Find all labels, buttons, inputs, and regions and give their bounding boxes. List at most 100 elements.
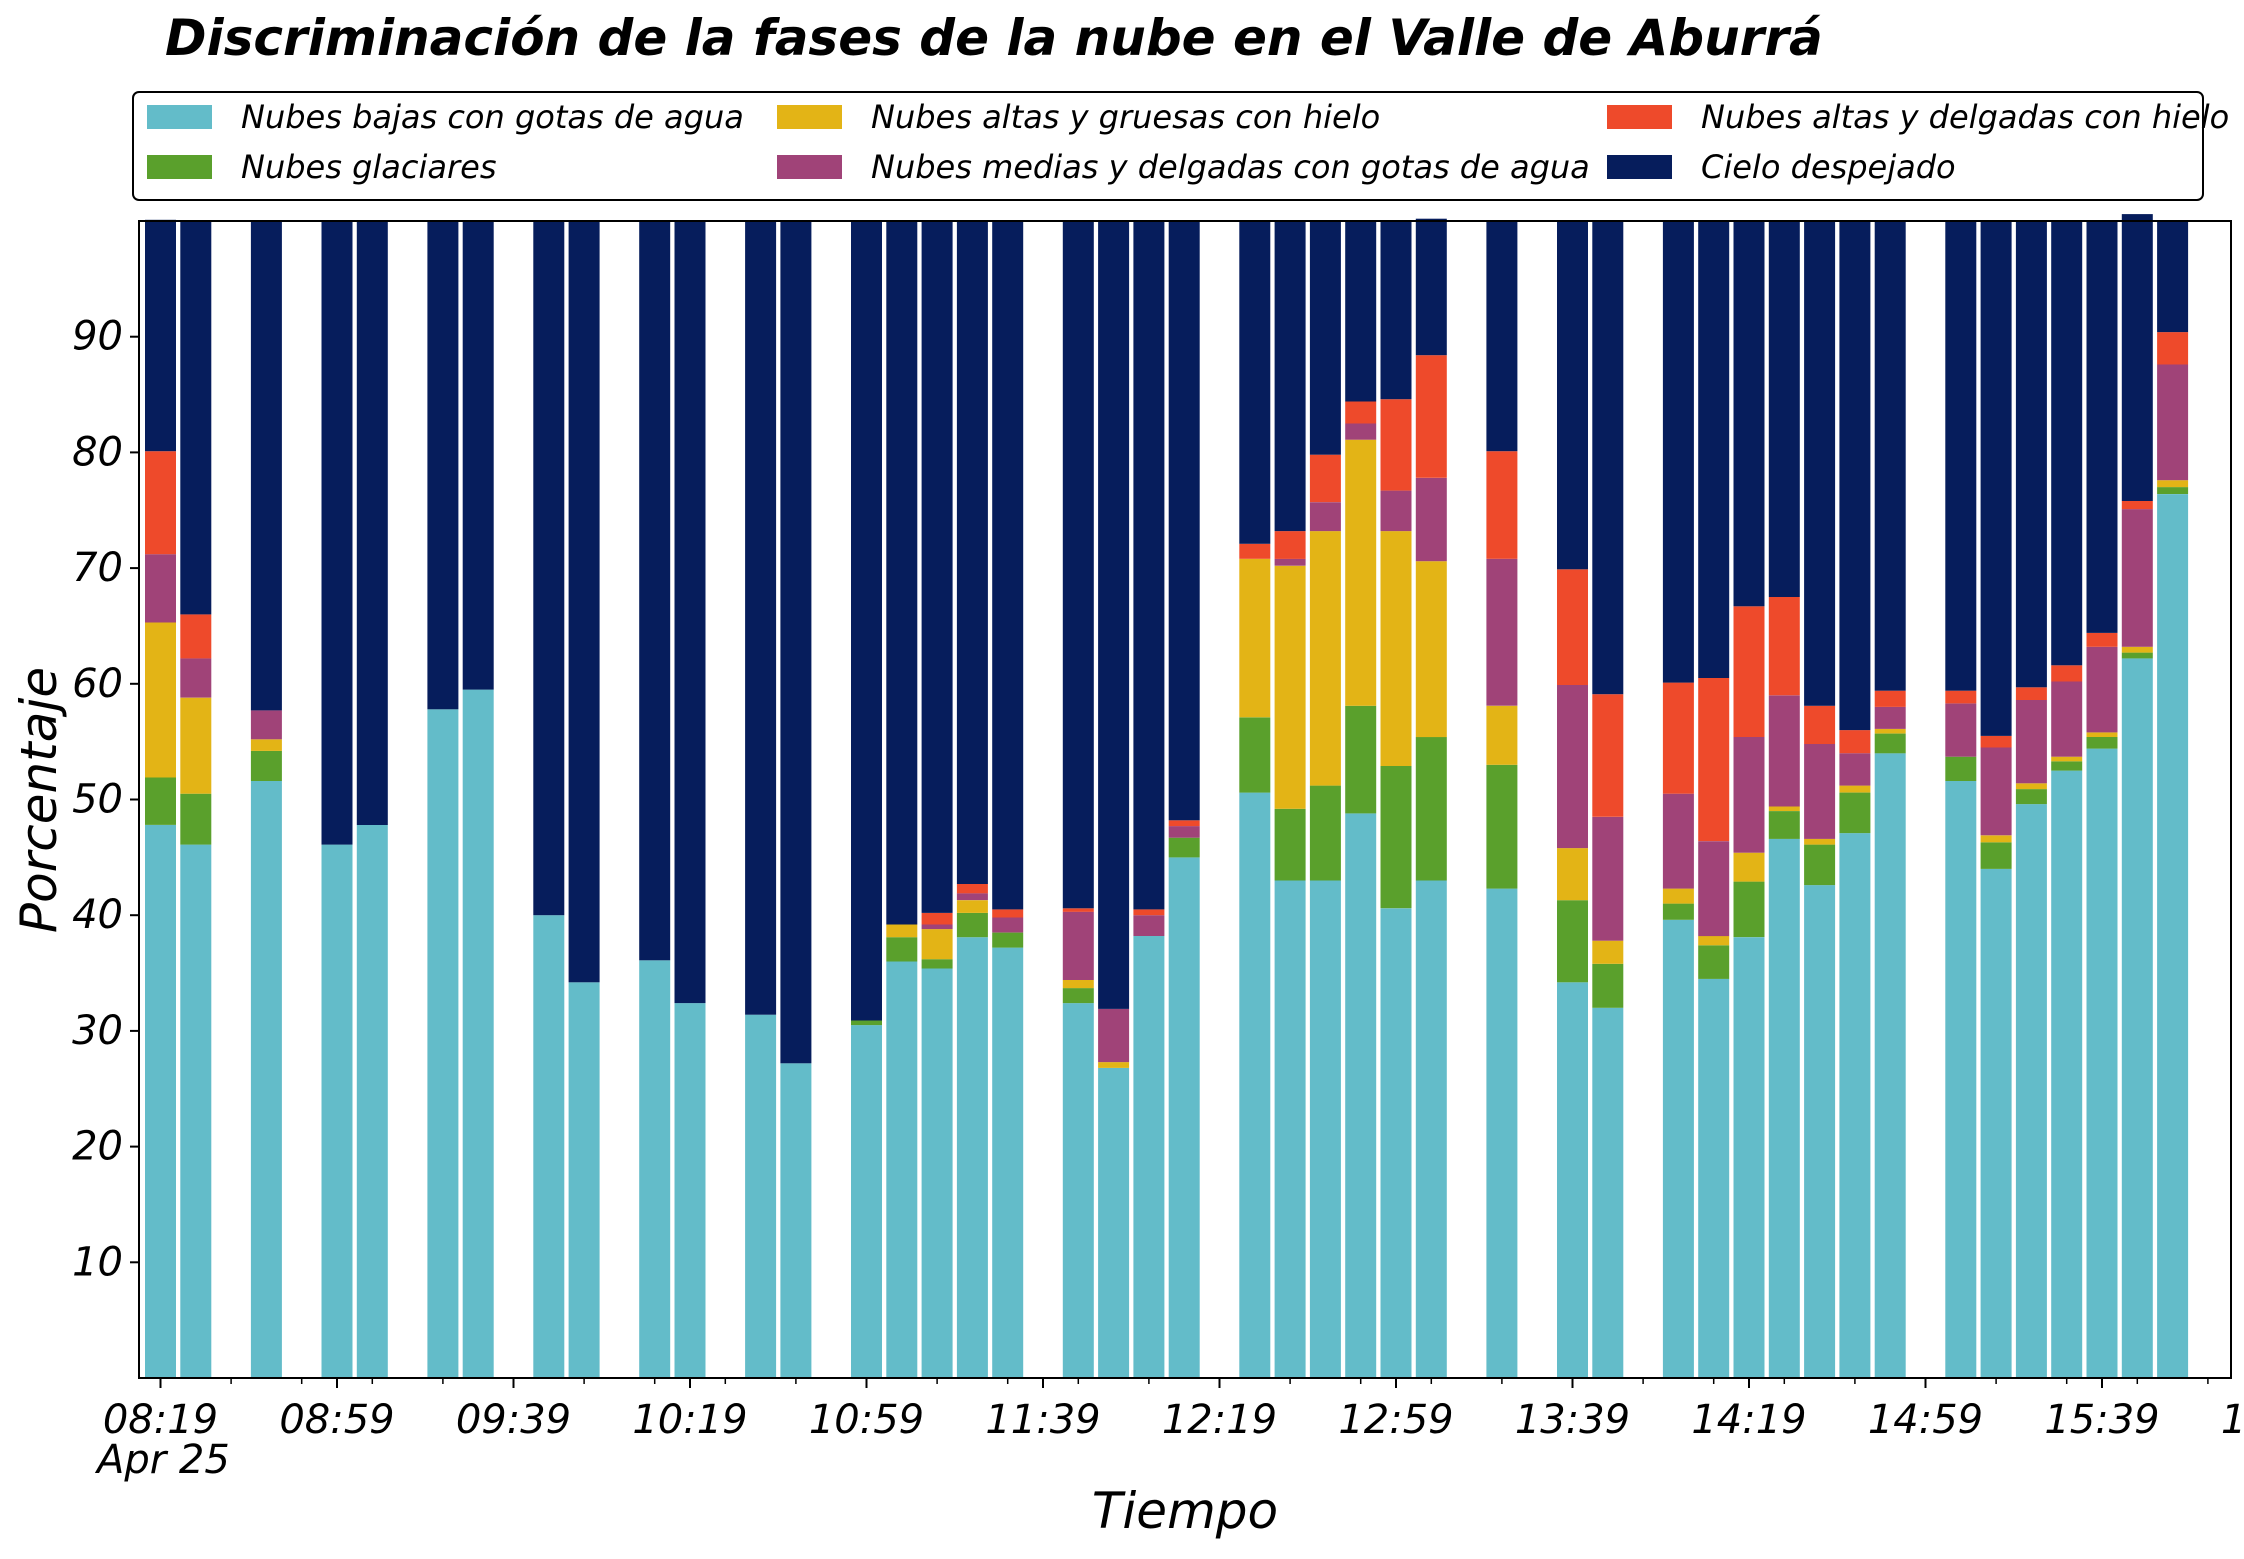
y-tick-label: 70 — [72, 545, 123, 591]
bar-segment — [851, 1025, 882, 1378]
bar-segment — [2051, 756, 2083, 762]
bar-segment — [992, 947, 1024, 1378]
bar-segment — [1592, 963, 1624, 1008]
bar-segment — [1557, 982, 1588, 1378]
bar-segment — [1345, 221, 1377, 402]
bar-segment — [1098, 1008, 1130, 1063]
x-tick-label: 10:59 — [809, 1397, 924, 1443]
bar-segment — [1698, 841, 1730, 937]
bar-segment — [180, 697, 212, 794]
bar-segment — [1733, 937, 1765, 1378]
legend-swatch — [777, 155, 842, 179]
bar-segment — [1415, 561, 1447, 738]
bar-segment — [1274, 565, 1306, 809]
bar-segment — [1486, 888, 1518, 1378]
bar-segment — [1098, 1067, 1130, 1378]
bar-segment — [1486, 221, 1518, 452]
bar-segment — [1274, 531, 1306, 559]
legend-label: Nubes medias y delgadas con gotas de agu… — [871, 148, 1590, 186]
bar-segment — [1133, 221, 1165, 910]
bar-segment — [956, 893, 988, 901]
bar-segment — [356, 825, 388, 1378]
y-axis-title: Porcentaje — [10, 667, 68, 933]
bar-segment — [1980, 835, 2012, 843]
y-tick-label: 60 — [72, 661, 123, 707]
bar-segment — [956, 912, 988, 938]
bar-segment — [1874, 706, 1906, 729]
bar-segment — [1980, 221, 2012, 736]
bar-segment — [2015, 687, 2047, 700]
bar-segment — [2157, 487, 2189, 494]
bar-segment — [1592, 816, 1624, 941]
bar-segment — [1839, 792, 1871, 834]
bar-segment — [1804, 838, 1836, 845]
bar-segment — [1592, 694, 1624, 817]
bar-segment — [921, 929, 953, 960]
bar-segment — [568, 221, 600, 983]
bar-segment — [1274, 880, 1306, 1378]
bar-segment — [2121, 509, 2153, 647]
chart-title: Discriminación de la fases de la nube en… — [165, 9, 1823, 67]
bar-segment — [2121, 658, 2153, 1378]
y-tick-label: 10 — [72, 1239, 123, 1285]
bar-segment — [1380, 765, 1412, 909]
bar-segment — [1733, 852, 1765, 882]
legend-label: Cielo despejado — [1701, 148, 1956, 186]
bar-segment — [1309, 880, 1341, 1378]
bar-segment — [992, 221, 1024, 910]
bar-segment — [1557, 900, 1588, 983]
y-tick-label: 40 — [72, 892, 123, 938]
bar-segment — [2086, 737, 2118, 749]
bar-segment — [250, 710, 282, 740]
bar-segment — [921, 221, 953, 913]
bar-segment — [1062, 988, 1094, 1004]
bar-segment — [2121, 652, 2153, 659]
bar-segment — [2051, 761, 2083, 771]
y-tick-label: 80 — [72, 429, 123, 475]
bar-segment — [427, 221, 459, 710]
bar-segment — [1168, 221, 1200, 821]
bar-segment — [1486, 558, 1518, 706]
bar-segment — [992, 932, 1024, 948]
bar-segment — [886, 937, 918, 962]
bar-segment — [2086, 646, 2118, 733]
bar-segment — [1804, 221, 1836, 706]
bar-segment — [1768, 695, 1800, 807]
bar-segment — [1098, 221, 1130, 1009]
bar-segment — [2157, 364, 2189, 481]
legend-swatch — [147, 155, 212, 179]
bar-segment — [2157, 221, 2189, 333]
bar-segment — [1698, 945, 1730, 979]
bar-segment — [921, 924, 953, 930]
legend-label: Nubes bajas con gotas de agua — [241, 98, 744, 136]
bar-segment — [2015, 789, 2047, 805]
bar-segment — [1557, 848, 1588, 901]
bar-segment — [2121, 501, 2153, 510]
bar-segment — [1662, 682, 1694, 794]
legend-label: Nubes glaciares — [241, 148, 496, 186]
x-axis-title: Tiempo — [1092, 1482, 1278, 1540]
bar-segment — [745, 221, 777, 1015]
bar-segment — [145, 451, 176, 555]
x-tick-label: 08:19 — [103, 1397, 218, 1443]
bar-segment — [462, 221, 494, 690]
bar-segment — [180, 221, 212, 615]
bar-segment — [1980, 747, 2012, 836]
bar-segment — [1239, 792, 1271, 1378]
bar-segment — [1380, 908, 1412, 1378]
x-tick-label: 08:59 — [279, 1397, 394, 1443]
bar-segment — [250, 781, 282, 1378]
bar-segment — [1874, 733, 1906, 754]
bar-segment — [1768, 838, 1800, 1378]
bar-segment — [1274, 558, 1306, 566]
bar-segment — [745, 1014, 777, 1378]
bar-segment — [674, 221, 706, 1004]
x-tick-label: 14:59 — [1868, 1397, 1983, 1443]
bar-segment — [1839, 730, 1871, 754]
bar-segment — [780, 1063, 812, 1378]
bar-segment — [1486, 705, 1518, 765]
bar-segment — [2086, 632, 2118, 647]
bar-segment — [1839, 221, 1871, 731]
bar-segment — [1874, 753, 1906, 1378]
bar-segment — [2051, 681, 2083, 757]
